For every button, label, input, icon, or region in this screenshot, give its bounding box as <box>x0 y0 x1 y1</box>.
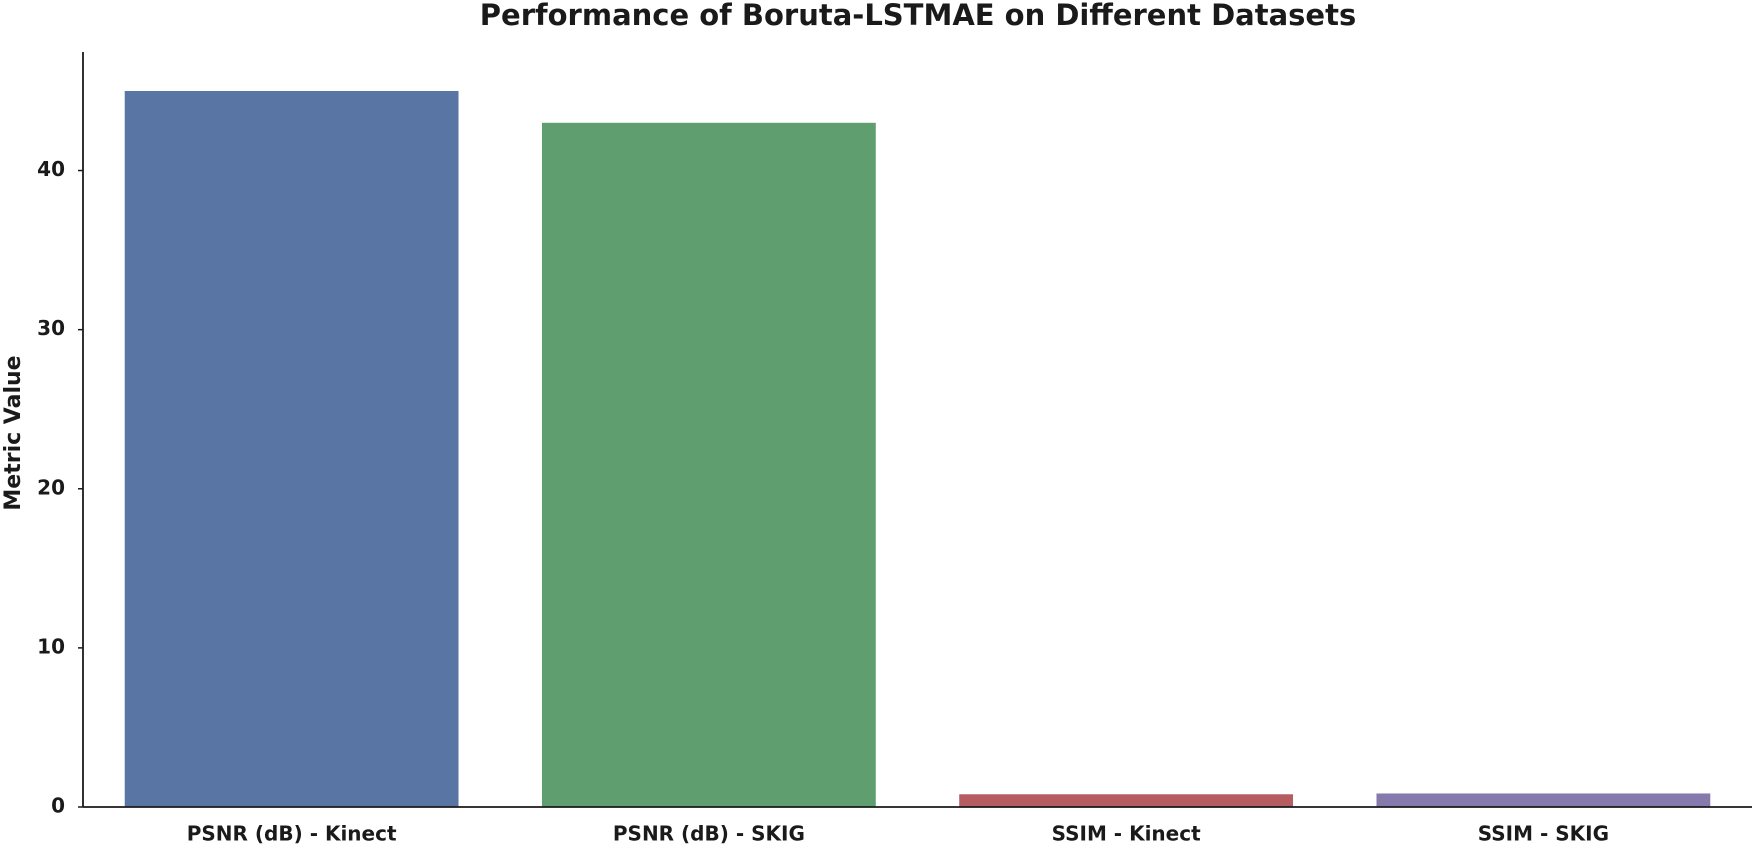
bar <box>541 122 876 808</box>
x-tick-label: SSIM - Kinect <box>1052 822 1201 846</box>
y-tick-label: 10 <box>37 634 65 658</box>
y-axis-label: Metric Value <box>1 355 26 510</box>
y-tick-label: 30 <box>37 316 65 340</box>
x-tick-label: PSNR (dB) - Kinect <box>187 822 397 846</box>
x-tick-label: SSIM - SKIG <box>1478 822 1609 846</box>
bar <box>1376 793 1711 807</box>
chart-title: Performance of Boruta-LSTMAE on Differen… <box>480 0 1356 32</box>
y-tick-label: 20 <box>37 475 65 499</box>
bar <box>959 794 1294 807</box>
y-tick-label: 40 <box>37 157 65 181</box>
bar <box>124 90 459 807</box>
y-tick-label: 0 <box>51 794 65 818</box>
x-tick-label: PSNR (dB) - SKIG <box>613 822 805 846</box>
